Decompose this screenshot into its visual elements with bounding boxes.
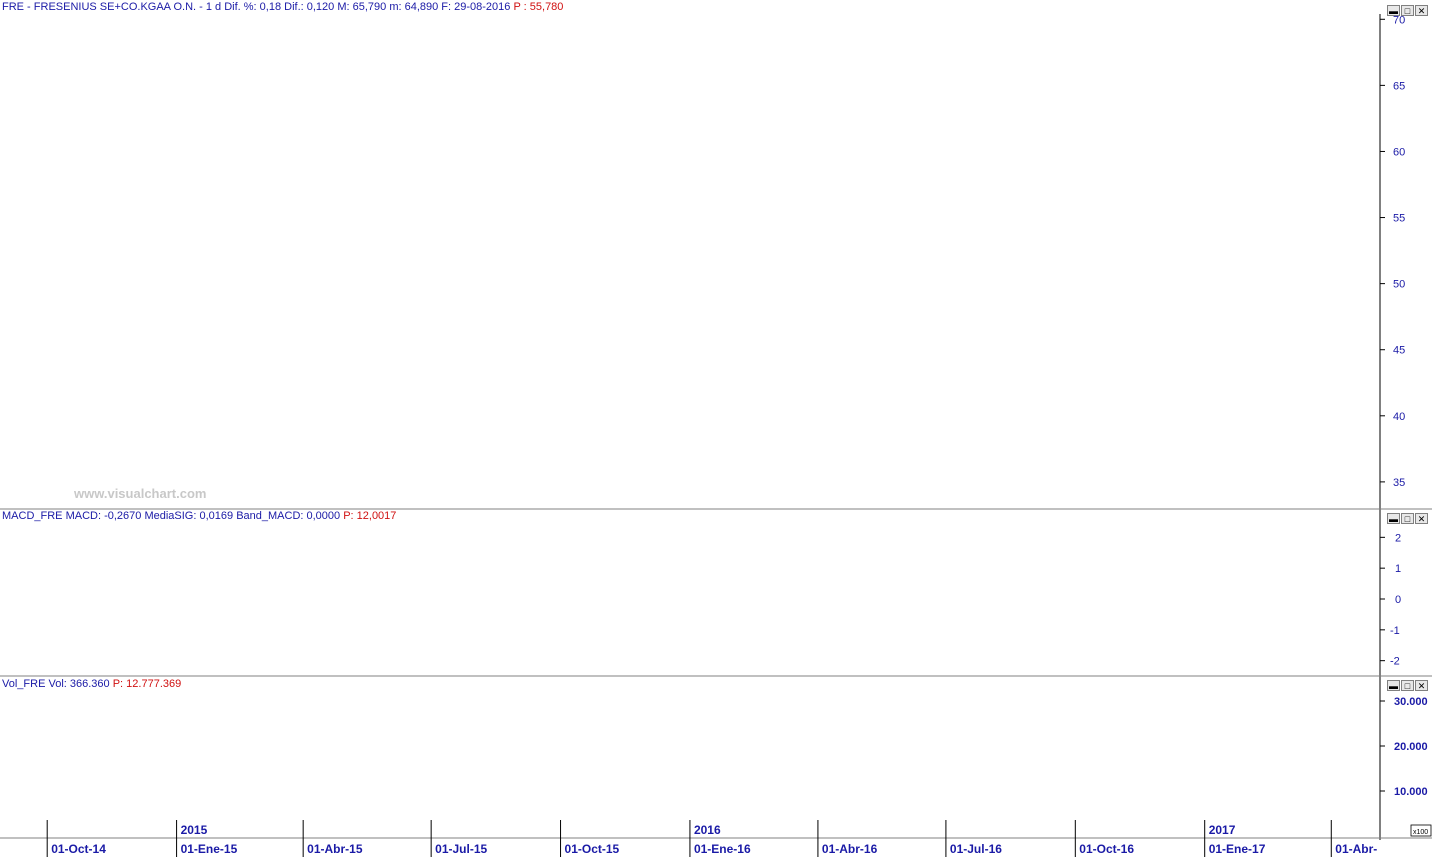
x-axis-label: 01-Abr-16 [822,842,878,856]
minimize-button[interactable]: ▬ [1387,5,1400,16]
macd-ytick-label: -2 [1390,656,1400,668]
price-label: P : 55,780 [513,1,564,13]
price-ytick-label: 50 [1393,279,1405,291]
signal-value-label: MediaSIG: 0,0169 [144,510,234,522]
vol-close-button[interactable]: ✕ [1415,680,1428,691]
x-axis-label: 01-Abr- [1335,842,1377,856]
dif-label: Dif.: 0,120 [284,1,335,13]
x-axis-label: 01-Ene-17 [1209,842,1266,856]
dif-pct-label: Dif. %: 0,18 [224,1,282,13]
date-label: F: 29-08-2016 [441,1,511,13]
vol-maximize-button[interactable]: □ [1401,680,1414,691]
vol-price-label: P: 12.777.369 [112,678,182,690]
scale-note: x100 [1413,829,1428,836]
macd-ytick-label: 1 [1395,563,1401,575]
price-ytick-label: 35 [1393,477,1405,489]
price-ytick-label: 70 [1393,14,1405,26]
macd-maximize-button[interactable]: □ [1401,513,1414,524]
macd-close-button[interactable]: ✕ [1415,513,1428,524]
maximize-button[interactable]: □ [1401,5,1414,16]
x-axis-label: 01-Ene-16 [694,842,751,856]
macd-ytick-label: 0 [1395,594,1401,606]
vol-value-label: Vol: 366.360 [48,678,110,690]
vol-ytick-label: 10.000 [1394,786,1428,798]
vol-ytick-label: 20.000 [1394,741,1428,753]
macd-minimize-button[interactable]: ▬ [1387,513,1400,524]
macd-ytick-label: -1 [1390,625,1400,637]
macd-price-label: P: 12,0017 [343,510,397,522]
macd-value-label: MACD: -0,2670 [65,510,142,522]
year-marker: 2015 [181,823,208,837]
vol-minimize-button[interactable]: ▬ [1387,680,1400,691]
price-header: FRE - FRESENIUS SE+CO.KGAA O.N. - 1 d Di… [2,1,563,14]
band-value-label: Band_MACD: 0,0000 [236,510,341,522]
macd-name-label: MACD_FRE [2,510,63,522]
x-axis-label: 01-Ene-15 [181,842,238,856]
x-axis-label: 01-Oct-16 [1079,842,1134,856]
year-marker: 2017 [1209,823,1236,837]
close-button[interactable]: ✕ [1415,5,1428,16]
x-axis-label: 01-Jul-16 [950,842,1002,856]
x-axis-label: 01-Abr-15 [307,842,363,856]
macd-ytick-label: 2 [1395,532,1401,544]
symbol-label: FRE - FRESENIUS SE+CO.KGAA O.N. - 1 d [2,1,222,13]
x-axis-label: 01-Jul-15 [435,842,487,856]
price-ytick-label: 40 [1393,411,1405,423]
vol-ytick-label: 30.000 [1394,696,1428,708]
macd-header: MACD_FRE MACD: -0,2670 MediaSIG: 0,0169 … [2,510,396,523]
price-ytick-label: 45 [1393,345,1405,357]
min-label: m: 64,890 [389,1,439,13]
price-ytick-label: 55 [1393,213,1405,225]
x-axis-label: 01-Oct-15 [565,842,620,856]
max-label: M: 65,790 [337,1,387,13]
volume-header: Vol_FRE Vol: 366.360 P: 12.777.369 [2,678,181,691]
scale-note-box [1410,824,1432,837]
vol-name-label: Vol_FRE [2,678,46,690]
x-axis-label: 01-Oct-14 [51,842,106,856]
watermark: www.visualchart.com [74,486,207,501]
price-ytick-label: 60 [1393,146,1405,158]
price-ytick-label: 65 [1393,80,1405,92]
year-marker: 2016 [694,823,721,837]
